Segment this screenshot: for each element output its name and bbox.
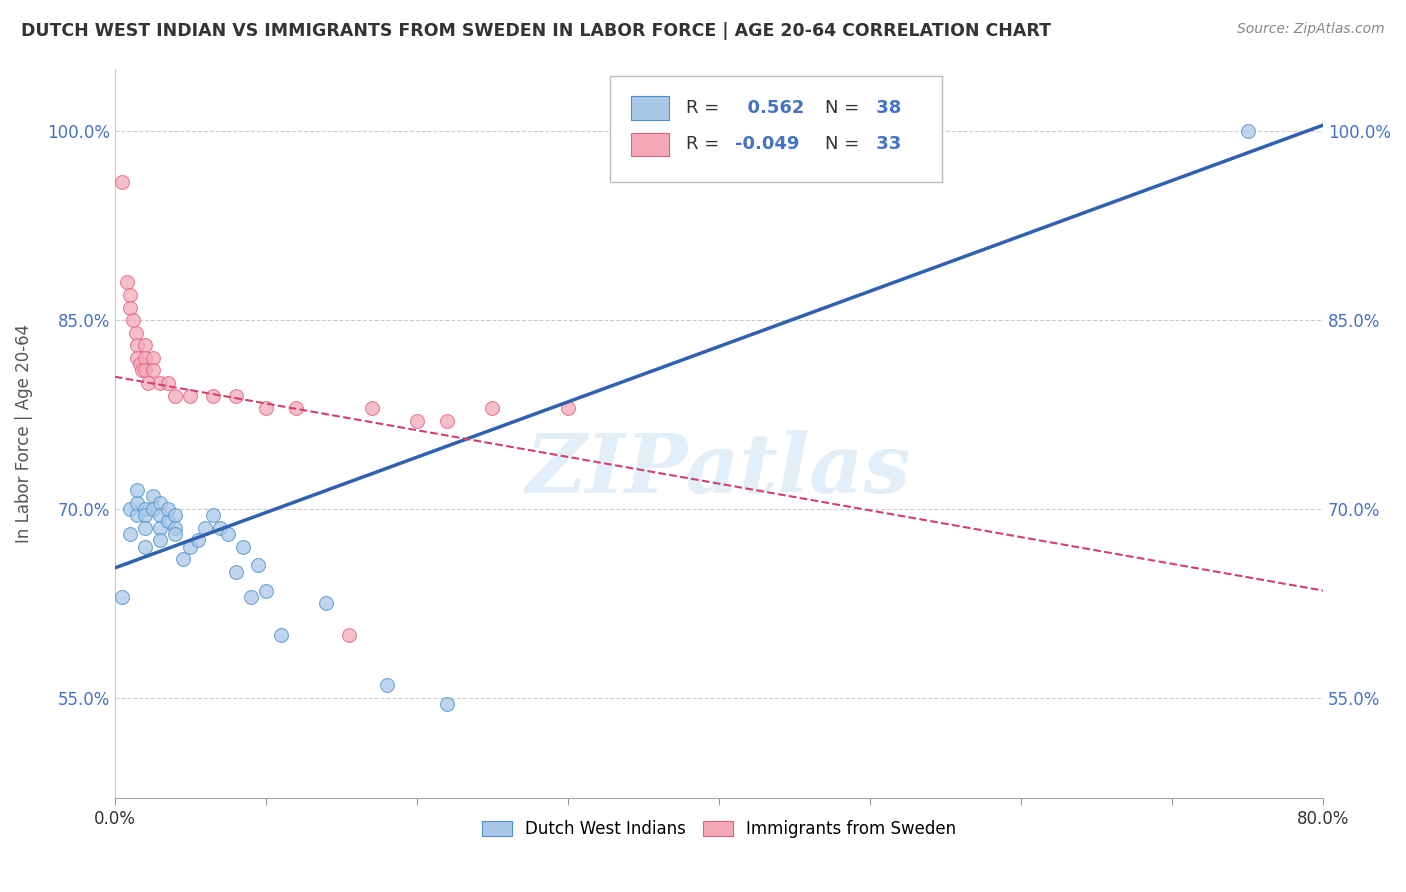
Bar	[631, 96, 669, 120]
Point	[209, 521, 232, 535]
Point	[125, 326, 148, 340]
Point	[134, 351, 156, 365]
Point	[285, 401, 308, 416]
FancyBboxPatch shape	[610, 76, 942, 182]
Point	[405, 414, 427, 428]
Point	[127, 508, 149, 522]
Point	[136, 376, 159, 390]
Point	[254, 583, 277, 598]
Point	[141, 363, 163, 377]
Point	[375, 678, 398, 692]
Point	[217, 527, 239, 541]
Point	[149, 533, 172, 548]
Point	[111, 590, 134, 604]
Point	[127, 495, 149, 509]
Point	[149, 376, 172, 390]
Point	[254, 401, 277, 416]
Point	[225, 565, 247, 579]
Point	[134, 363, 156, 377]
Legend: Dutch West Indians, Immigrants from Sweden: Dutch West Indians, Immigrants from Swed…	[475, 814, 963, 845]
Point	[129, 357, 152, 371]
Text: -0.049: -0.049	[735, 136, 799, 153]
Text: 0.562: 0.562	[735, 99, 804, 117]
Text: N =: N =	[825, 99, 859, 117]
Point	[315, 596, 337, 610]
Point	[141, 501, 163, 516]
Point	[149, 495, 172, 509]
Text: R =: R =	[686, 136, 720, 153]
Point	[360, 401, 382, 416]
Text: DUTCH WEST INDIAN VS IMMIGRANTS FROM SWEDEN IN LABOR FORCE | AGE 20-64 CORRELATI: DUTCH WEST INDIAN VS IMMIGRANTS FROM SWE…	[21, 22, 1052, 40]
Point	[270, 627, 292, 641]
Point	[1236, 124, 1258, 138]
Point	[165, 527, 187, 541]
Point	[127, 338, 149, 352]
Point	[436, 697, 458, 711]
Point	[127, 351, 149, 365]
Text: Source: ZipAtlas.com: Source: ZipAtlas.com	[1237, 22, 1385, 37]
Point	[165, 508, 187, 522]
Point	[118, 527, 141, 541]
Point	[134, 540, 156, 554]
Point	[179, 540, 201, 554]
Point	[115, 276, 138, 290]
Point	[172, 552, 194, 566]
Point	[134, 501, 156, 516]
Text: N =: N =	[825, 136, 859, 153]
Point	[165, 388, 187, 402]
Point	[201, 388, 224, 402]
Point	[118, 301, 141, 315]
Point	[156, 501, 179, 516]
Y-axis label: In Labor Force | Age 20-64: In Labor Force | Age 20-64	[15, 324, 32, 543]
Point	[111, 175, 134, 189]
Point	[201, 508, 224, 522]
Point	[179, 388, 201, 402]
Point	[187, 533, 209, 548]
Point	[122, 313, 145, 327]
Point	[156, 376, 179, 390]
Point	[149, 508, 172, 522]
Point	[194, 521, 217, 535]
Point	[232, 540, 254, 554]
Text: ZIPatlas: ZIPatlas	[526, 430, 911, 510]
Point	[118, 288, 141, 302]
Point	[481, 401, 503, 416]
Point	[165, 521, 187, 535]
Point	[118, 501, 141, 516]
Text: R =: R =	[686, 99, 720, 117]
Point	[557, 401, 579, 416]
Point	[134, 338, 156, 352]
Point	[141, 489, 163, 503]
Point	[134, 508, 156, 522]
Point	[127, 483, 149, 497]
Point	[149, 521, 172, 535]
Point	[131, 363, 153, 377]
Point	[141, 351, 163, 365]
Point	[337, 627, 360, 641]
Point	[239, 590, 262, 604]
Point	[134, 521, 156, 535]
Point	[225, 388, 247, 402]
Point	[247, 558, 270, 573]
Text: 38: 38	[870, 99, 901, 117]
Point	[436, 414, 458, 428]
Text: 33: 33	[870, 136, 901, 153]
Point	[156, 515, 179, 529]
Bar	[631, 133, 669, 156]
